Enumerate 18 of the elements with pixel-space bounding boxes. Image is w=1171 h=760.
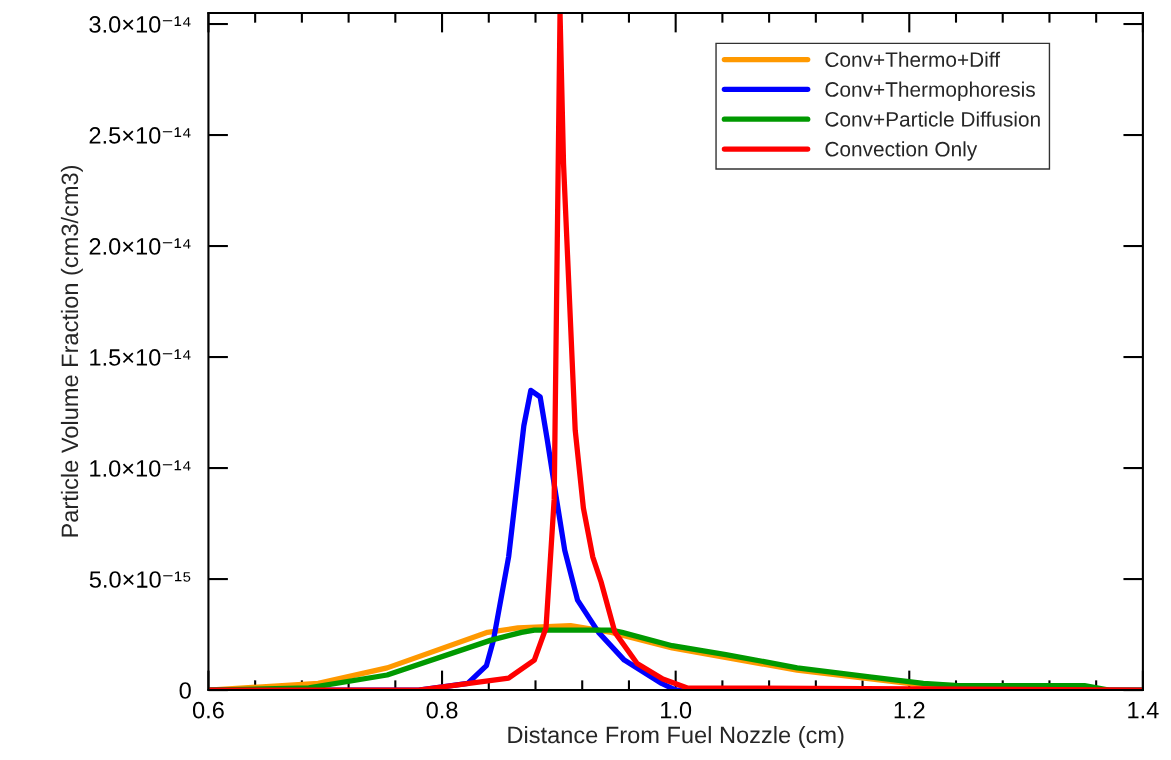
x-axis-title: Distance From Fuel Nozzle (cm) bbox=[508, 725, 844, 748]
x-tick-label: 0.6 bbox=[192, 701, 224, 719]
y-tick-label: 0 bbox=[179, 682, 191, 699]
x-tick-label: 0.8 bbox=[426, 701, 458, 719]
y-tick-label: 2.0×10⁻¹⁴ bbox=[89, 238, 191, 255]
y-tick-label: 2.5×10⁻¹⁴ bbox=[89, 127, 191, 144]
legend-label: Conv+Thermophoresis bbox=[825, 81, 1035, 101]
y-tick-label: 3.0×10⁻¹⁴ bbox=[89, 16, 191, 33]
x-tick-label: 1.0 bbox=[661, 701, 692, 719]
y-tick-label: 1.0×10⁻¹⁴ bbox=[90, 460, 191, 477]
y-tick-label: 1.5×10⁻¹⁴ bbox=[90, 349, 191, 366]
x-tick-label: 1.4 bbox=[1128, 702, 1159, 719]
legend-label: Convection Only bbox=[825, 141, 978, 161]
y-tick-label: 5.0×10⁻¹⁵ bbox=[89, 571, 191, 588]
legend-label: Conv+Particle Diffusion bbox=[825, 111, 1040, 127]
y-axis-title: Particle Volume Fraction (cm3/cm3) bbox=[60, 165, 83, 537]
legend-label: Conv+Thermo+Diff bbox=[825, 51, 1001, 68]
x-tick-label: 1.2 bbox=[894, 701, 925, 719]
